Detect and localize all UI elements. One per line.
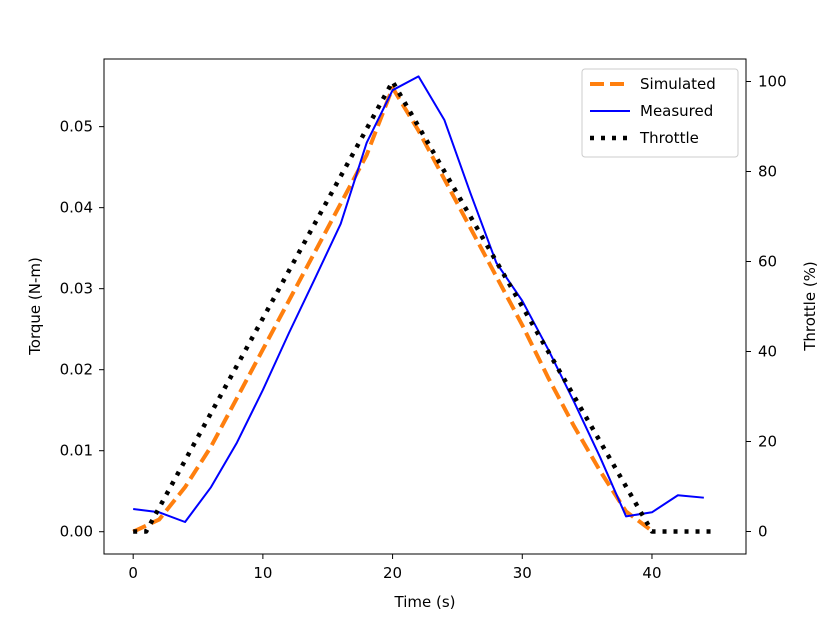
legend-label-throttle: Throttle xyxy=(639,129,699,147)
x-tick-label: 0 xyxy=(128,564,138,582)
series-layer xyxy=(132,75,717,534)
legend-label-measured: Measured xyxy=(640,102,713,120)
y2-tick-label: 20 xyxy=(758,433,777,451)
y2-tick-label: 40 xyxy=(758,343,777,361)
legend-frame xyxy=(581,68,739,158)
y2-tick-label: 100 xyxy=(758,73,787,91)
series-line-throttle xyxy=(133,79,717,534)
x-tick-label: 30 xyxy=(513,564,532,582)
y2-axis-label: Throttle (%) xyxy=(801,261,819,352)
y-tick-label: 0.02 xyxy=(60,361,93,379)
axes-layer: 0 10 20 30 40 0.00 0.01 0.02 0.03 0.04 0.05 0 20 40 60… xyxy=(60,73,787,583)
y-tick-label: 0.04 xyxy=(60,199,93,217)
series-line-simulated xyxy=(132,85,654,534)
y2-tick-label: 0 xyxy=(758,523,768,541)
plot-frame xyxy=(103,58,747,555)
legend-label-simulated: Simulated xyxy=(640,75,716,93)
y-tick-label: 0.00 xyxy=(60,523,93,541)
legend: Simulated Measured Throttle xyxy=(581,68,739,158)
x-tick-label: 20 xyxy=(383,564,402,582)
y2-tick-label: 60 xyxy=(758,253,777,271)
y-tick-label: 0.01 xyxy=(60,442,93,460)
y-tick-label: 0.05 xyxy=(60,118,93,136)
x-tick-label: 40 xyxy=(642,564,661,582)
y-axis-label: Torque (N-m) xyxy=(26,257,44,356)
y2-tick-label: 80 xyxy=(758,163,777,181)
series-line-measured xyxy=(133,75,704,523)
x-axis-label: Time (s) xyxy=(394,593,456,611)
x-tick-label: 10 xyxy=(253,564,272,582)
y-tick-label: 0.03 xyxy=(60,280,93,298)
